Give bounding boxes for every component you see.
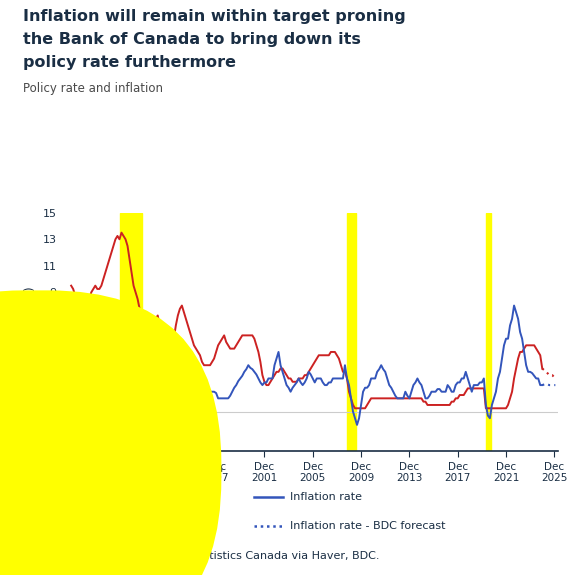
Text: the Bank of Canada to bring down its: the Bank of Canada to bring down its bbox=[23, 32, 361, 47]
Text: Recession indicator in Canada: Recession indicator in Canada bbox=[55, 463, 223, 474]
Text: Inflation rate - BDC forecast: Inflation rate - BDC forecast bbox=[290, 521, 446, 531]
Text: Inflation will remain within target proning: Inflation will remain within target pron… bbox=[23, 9, 406, 24]
Text: Policy rate - BDC forecast: Policy rate - BDC forecast bbox=[60, 521, 202, 531]
Bar bbox=[121, 213, 141, 451]
Text: Policy rate and inflation: Policy rate and inflation bbox=[23, 82, 163, 95]
Bar bbox=[347, 213, 356, 451]
Text: Inflation rate: Inflation rate bbox=[290, 492, 362, 503]
Bar bbox=[486, 213, 491, 451]
Text: Sources: Bank of Canada and Statistics Canada via Haver, BDC.: Sources: Bank of Canada and Statistics C… bbox=[23, 551, 380, 561]
Text: Policy rate: Policy rate bbox=[60, 492, 118, 503]
Y-axis label: Percentage (%): Percentage (%) bbox=[24, 287, 37, 377]
Text: policy rate furthermore: policy rate furthermore bbox=[23, 55, 236, 70]
